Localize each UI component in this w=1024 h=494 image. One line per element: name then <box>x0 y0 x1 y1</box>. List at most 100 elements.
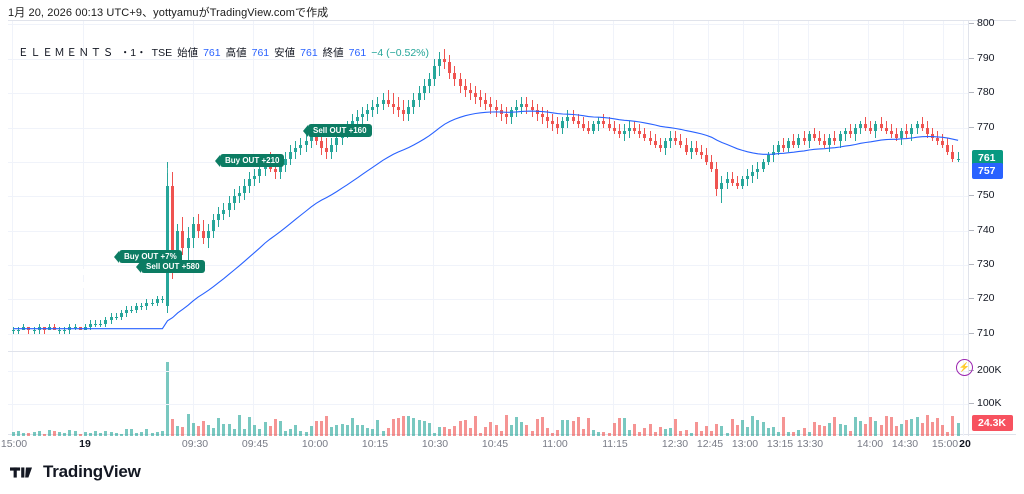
price-tick-label: 800 <box>977 17 995 30</box>
volume-bar <box>812 422 816 436</box>
candle-body <box>258 168 262 176</box>
volume-bar <box>397 417 401 436</box>
price-tick-dash <box>969 264 974 266</box>
volume-bar <box>499 431 503 436</box>
candle-body <box>386 100 390 104</box>
volume-bar <box>47 429 51 436</box>
volume-bar <box>915 416 919 436</box>
candle-body <box>130 309 134 311</box>
candle-body <box>114 316 118 318</box>
volume-bar <box>268 425 272 436</box>
price-pane[interactable] <box>8 21 968 351</box>
candle-body <box>756 168 760 173</box>
volume-bar <box>376 419 380 436</box>
candle-body <box>746 175 750 180</box>
trade-tag-out[interactable]: Sell OUT +160 <box>308 124 372 138</box>
candle-body <box>900 131 904 138</box>
volume-bar <box>386 428 390 436</box>
volume-bar <box>864 424 868 436</box>
lightning-bolt-icon[interactable]: ⚡ <box>956 359 973 376</box>
candle-wick <box>860 120 862 135</box>
volume-bar <box>586 418 590 436</box>
trade-tag-sell-in[interactable]: Sell IN <box>248 119 273 128</box>
volume-bar <box>925 415 929 436</box>
time-gridline <box>373 352 374 436</box>
time-gridline <box>83 21 84 351</box>
ma-value-badge[interactable]: 757 <box>972 163 1003 180</box>
volume-bar <box>448 429 452 436</box>
price-gridline <box>8 93 968 95</box>
trade-tag-sell-in[interactable]: Sell IN <box>97 238 122 247</box>
volume-bar <box>320 421 324 436</box>
volume-bar <box>571 421 575 436</box>
candle-body <box>320 141 324 149</box>
candle-body <box>530 106 534 111</box>
time-gridline <box>613 352 614 436</box>
volume-bar <box>273 419 277 436</box>
trade-tag-sell-in[interactable]: Sell IN <box>275 119 300 128</box>
candle-body <box>581 124 585 128</box>
volume-bar <box>663 428 667 436</box>
volume-bar <box>355 424 359 436</box>
candle-body <box>468 89 472 94</box>
trade-tag-buy-in[interactable]: Buy IN <box>63 268 89 277</box>
volume-bar <box>489 422 493 436</box>
candle-body <box>956 158 960 160</box>
volume-bar <box>330 427 334 436</box>
candle-body <box>951 151 955 159</box>
candle-body <box>458 79 462 87</box>
time-gridline <box>613 21 614 351</box>
time-axis[interactable]: 15:00 19 09:30 09:45 10:00 10:15 10:30 10:45 11:… <box>1 436 1016 456</box>
price-gridline <box>8 230 968 232</box>
candle-body <box>145 302 149 307</box>
volume-bar <box>581 428 585 436</box>
volume-bar <box>746 426 750 436</box>
candle-wick <box>721 175 723 204</box>
time-tick-label: 10:00 <box>301 438 329 450</box>
candle-body <box>535 110 539 114</box>
volume-bar <box>556 430 560 436</box>
price-tick-label: 750 <box>977 189 995 202</box>
volume-bar <box>468 428 472 436</box>
volume-bar <box>951 415 955 436</box>
volume-bar <box>166 362 169 436</box>
time-gridline <box>963 21 964 351</box>
volume-bar <box>104 431 108 436</box>
trade-tag-buy-in[interactable]: Buy IN <box>157 149 183 158</box>
trade-tag-out[interactable]: Buy OUT +210 <box>220 154 285 168</box>
tradingview-brand: TradingView <box>10 462 141 482</box>
volume-bar <box>391 419 395 436</box>
candle-body <box>109 316 113 321</box>
candle-body <box>586 127 590 131</box>
last-price-badge[interactable]: 761 <box>972 149 1003 166</box>
time-gridline <box>673 352 674 436</box>
candle-body <box>89 323 92 327</box>
volume-bar <box>848 430 852 436</box>
candle-body <box>699 151 703 156</box>
candle-body <box>243 186 247 193</box>
trade-tag-out[interactable]: Sell OUT +580 <box>141 260 205 274</box>
candle-body <box>607 124 611 128</box>
price-tick-dash <box>969 229 974 231</box>
volume-value-badge[interactable]: 24.3K <box>972 415 1014 431</box>
time-gridline <box>808 352 809 436</box>
candle-body <box>761 161 765 169</box>
volume-bar <box>417 419 421 436</box>
price-tick-label: 710 <box>977 326 995 339</box>
price-axis[interactable]: 800 790 780 770 750 740 730 720 710 761 757 200K 100… <box>969 17 1024 435</box>
candle-body <box>828 137 832 145</box>
volume-bar <box>735 424 739 436</box>
time-gridline <box>943 21 944 351</box>
trade-tag-buy-in[interactable]: Buy IN <box>157 166 183 175</box>
volume-bar <box>751 416 755 436</box>
price-gridline <box>8 161 968 163</box>
volume-pane[interactable] <box>8 352 968 436</box>
candle-body <box>556 124 560 128</box>
candle-body <box>663 141 667 149</box>
candle-body <box>941 141 945 145</box>
volume-bar <box>63 432 67 436</box>
time-tick-label: 10:45 <box>481 438 509 450</box>
trade-tag-buy-in[interactable]: Buy IN <box>63 281 89 290</box>
candle-wick <box>43 326 45 334</box>
tradingview-logo-icon <box>10 466 33 478</box>
